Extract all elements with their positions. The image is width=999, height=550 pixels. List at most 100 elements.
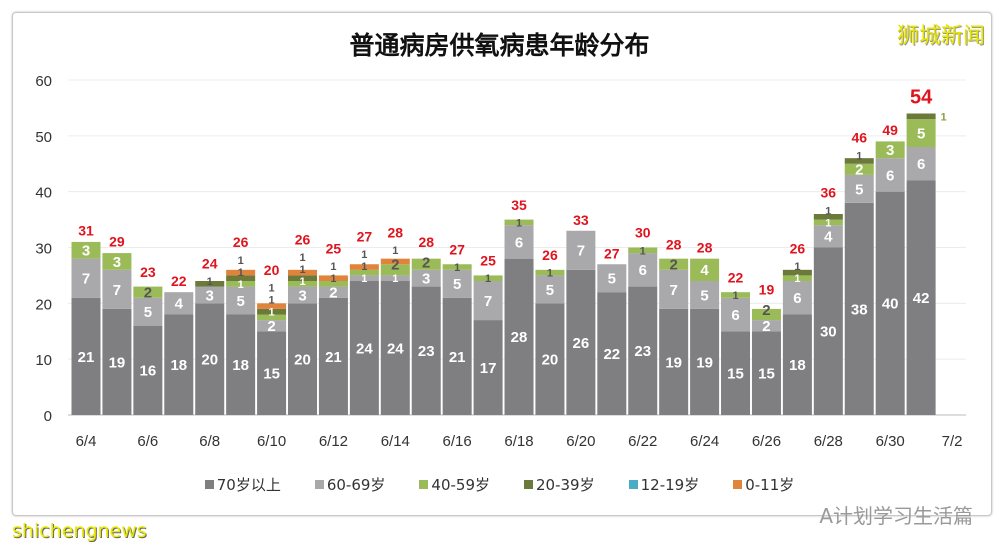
bar-segment xyxy=(257,320,287,332)
y-tick-label: 40 xyxy=(35,185,52,202)
bar-segment xyxy=(349,281,379,415)
bar-segment xyxy=(535,275,565,304)
bar-segment xyxy=(782,269,812,276)
wechat-account-label: A计划学习生活篇 xyxy=(819,504,973,528)
bar-segment xyxy=(473,275,503,281)
segment-label: 1 xyxy=(299,276,305,288)
y-tick-label: 50 xyxy=(35,129,52,146)
segment-label: 15 xyxy=(758,366,775,383)
legend-swatch xyxy=(628,480,638,489)
bar-segment xyxy=(442,269,472,298)
total-label: 24 xyxy=(202,255,218,271)
total-label: 26 xyxy=(790,241,806,257)
segment-label: 1 xyxy=(361,273,367,285)
bar-segment xyxy=(226,286,256,315)
segment-label: 5 xyxy=(700,287,708,304)
legend: 70岁以上 60-69岁 40-59岁 20-39岁 12-19岁 0-11岁 xyxy=(0,474,999,495)
segment-label: 1 xyxy=(207,276,213,288)
bar-segment xyxy=(257,314,287,321)
total-label: 26 xyxy=(542,247,558,263)
segment-label: 21 xyxy=(449,349,466,366)
segment-label: 15 xyxy=(263,366,280,383)
total-label: 28 xyxy=(418,234,434,250)
legend-item: 12-19岁 xyxy=(628,474,699,495)
bar-segment xyxy=(813,219,843,226)
segment-label: 28 xyxy=(511,329,528,346)
x-tick-label: 6/20 xyxy=(566,433,595,450)
segment-label: 20 xyxy=(201,352,218,369)
legend-label: 40-59岁 xyxy=(431,476,491,494)
segment-label: 15 xyxy=(727,366,744,383)
segment-label: 6 xyxy=(886,167,894,184)
legend-swatch xyxy=(314,480,324,489)
bar-segment xyxy=(473,281,503,321)
total-label: 36 xyxy=(821,185,837,201)
bar-segment xyxy=(71,297,101,415)
bar-segment xyxy=(288,275,318,281)
x-tick-label: 6/28 xyxy=(814,433,843,450)
segment-label: 40 xyxy=(882,296,899,313)
bar-segment xyxy=(473,320,503,415)
bar-segment xyxy=(566,269,596,415)
bar-segment xyxy=(659,308,689,415)
x-tick-label: 7/2 xyxy=(942,433,963,450)
segment-label: 1 xyxy=(825,205,831,217)
segment-label: 1 xyxy=(269,295,275,307)
total-label: 28 xyxy=(666,236,682,252)
y-tick-label: 20 xyxy=(35,296,52,313)
total-label: 25 xyxy=(480,253,496,269)
bar-segment xyxy=(380,258,410,265)
segment-label: 19 xyxy=(696,354,713,371)
segment-label: 1 xyxy=(361,249,367,261)
total-label: 28 xyxy=(388,225,404,241)
bar-segment xyxy=(535,303,565,415)
segment-label: 6 xyxy=(639,262,647,279)
segment-label: 2 xyxy=(855,162,863,179)
segment-label: 1 xyxy=(825,217,831,229)
x-tick-label: 6/24 xyxy=(690,433,719,450)
bar-segment xyxy=(226,281,256,287)
segment-label: 2 xyxy=(267,318,275,335)
segment-label: 5 xyxy=(236,293,244,310)
bar-segment xyxy=(226,314,256,415)
segment-label: 1 xyxy=(732,290,738,302)
bar-segment xyxy=(288,269,318,276)
bar-segment xyxy=(597,292,627,415)
segment-label: 7 xyxy=(82,271,90,288)
bar-segment xyxy=(257,308,287,315)
total-label: 30 xyxy=(635,225,651,241)
bar-segment xyxy=(844,202,874,415)
bar-segment xyxy=(906,113,936,120)
x-tick-label: 6/8 xyxy=(199,433,220,450)
total-label: 22 xyxy=(728,269,744,285)
bar-segment xyxy=(164,314,194,415)
bar-segment xyxy=(535,269,565,276)
segment-label: 3 xyxy=(298,287,306,304)
segment-label: 18 xyxy=(789,357,806,374)
legend-item: 70岁以上 xyxy=(204,474,281,495)
segment-label: 5 xyxy=(144,304,152,321)
bar-segment xyxy=(906,180,936,415)
total-label: 54 xyxy=(910,87,933,109)
y-tick-label: 0 xyxy=(44,408,52,425)
y-tick-label: 10 xyxy=(35,352,52,369)
segment-label: 1 xyxy=(361,261,367,273)
segment-label: 3 xyxy=(422,271,430,288)
bar-segment xyxy=(71,241,101,259)
total-label: 26 xyxy=(233,234,249,250)
bar-segment xyxy=(721,331,751,415)
x-tick-label: 6/30 xyxy=(876,433,905,450)
segment-label: 4 xyxy=(175,296,184,313)
logo-watermark: 狮城新闻 xyxy=(896,24,985,49)
segment-label: 5 xyxy=(855,181,863,198)
segment-label: 5 xyxy=(608,271,616,288)
bar-segment xyxy=(349,269,379,276)
total-label: 31 xyxy=(78,222,94,238)
segment-label: 23 xyxy=(418,343,435,360)
segment-label: 1 xyxy=(941,111,947,123)
bar-segment xyxy=(133,297,163,326)
bar-segment xyxy=(906,147,936,181)
segment-label: 17 xyxy=(480,360,497,377)
segment-label: 4 xyxy=(824,229,833,246)
segment-label: 19 xyxy=(665,354,682,371)
